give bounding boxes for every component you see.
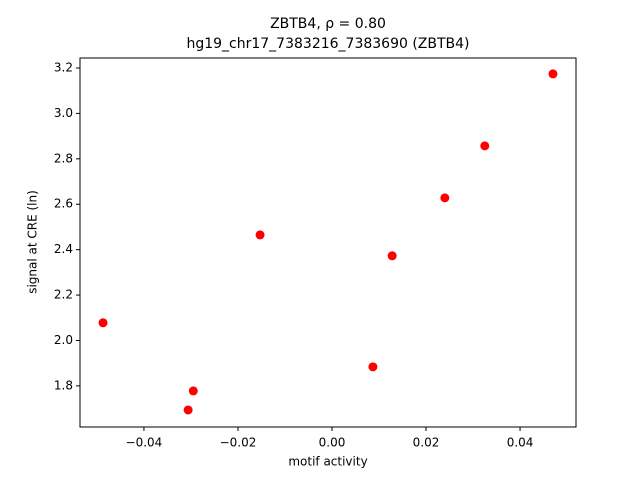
chart-subtitle: hg19_chr17_7383216_7383690 (ZBTB4) — [186, 36, 469, 52]
point — [183, 405, 193, 415]
chart-title: ZBTB4, ρ = 0.80 — [270, 16, 386, 32]
y-axis-label: signal at CRE (ln) — [26, 190, 40, 294]
point — [98, 318, 108, 328]
plot-frame — [79, 57, 577, 428]
y-tick-label: 3.0 — [54, 106, 73, 120]
x-tick-label: 0.00 — [319, 436, 346, 450]
y-tick-label: 2.6 — [54, 197, 73, 211]
point — [480, 141, 490, 151]
y-tick-label: 2.2 — [54, 288, 73, 302]
x-tick-label: 0.02 — [413, 436, 440, 450]
x-tick-label: −0.02 — [220, 436, 257, 450]
y-tick-label: 1.8 — [54, 378, 73, 392]
y-tick-label: 2.8 — [54, 151, 73, 165]
y-tick-label: 2.4 — [54, 242, 73, 256]
x-tick-label: −0.04 — [126, 436, 163, 450]
point — [255, 230, 265, 240]
x-tick-label: 0.04 — [507, 436, 534, 450]
point — [368, 362, 378, 372]
y-tick-label: 3.2 — [54, 60, 73, 74]
point — [188, 386, 198, 396]
y-tick-label: 2.0 — [54, 333, 73, 347]
point — [548, 69, 558, 79]
point — [440, 193, 450, 203]
point — [387, 251, 397, 261]
x-axis-label: motif activity — [288, 455, 367, 469]
